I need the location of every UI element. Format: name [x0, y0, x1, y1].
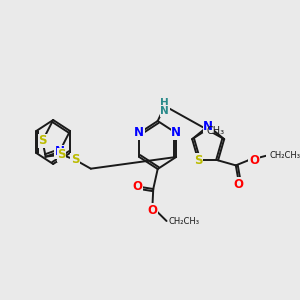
Text: N: N: [134, 127, 144, 140]
Text: O: O: [132, 181, 142, 194]
Text: S: S: [70, 153, 79, 166]
Text: H: H: [160, 98, 169, 108]
Text: O: O: [233, 178, 244, 191]
Text: N: N: [203, 119, 213, 133]
Text: O: O: [249, 154, 259, 167]
Text: S: S: [57, 148, 66, 161]
Text: CH₂CH₃: CH₂CH₃: [269, 151, 300, 160]
Text: S: S: [38, 134, 47, 147]
Text: S: S: [194, 154, 202, 167]
Text: N: N: [54, 145, 64, 158]
Text: O: O: [147, 203, 158, 217]
Text: CH₂CH₃: CH₂CH₃: [168, 217, 199, 226]
Text: N: N: [160, 106, 169, 116]
Text: CH₃: CH₃: [206, 126, 224, 136]
Text: N: N: [171, 127, 181, 140]
